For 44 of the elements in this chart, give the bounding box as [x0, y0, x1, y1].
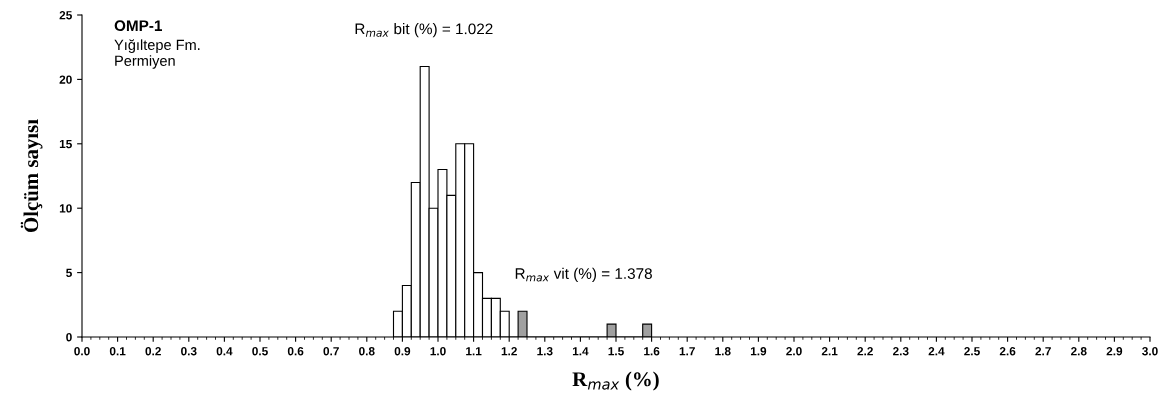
x-tick-label: 2.4: [928, 347, 945, 356]
annotation: OMP-1: [114, 20, 162, 32]
annotation: Permiyen: [115, 55, 175, 69]
y-axis-title: Ölçüm sayısı: [20, 119, 43, 232]
x-tick-label: 2.2: [857, 347, 873, 356]
x-tick-label: 0.7: [323, 347, 339, 356]
annotation: R$_{max}$ bit (%) = 1.022: [355, 23, 493, 38]
y-tick-label: 15: [59, 139, 72, 149]
x-tick-label: 1.2: [501, 347, 517, 356]
x-tick-label: 2.3: [893, 347, 909, 356]
y-tick-label: 5: [66, 268, 72, 277]
x-tick-label: 0.5: [252, 347, 268, 356]
x-tick-label: 1.5: [608, 347, 624, 356]
x-tick-label: 2.0: [786, 347, 802, 356]
x-tick-label: 1.6: [644, 347, 660, 356]
x-tick-label: 1.1: [466, 347, 482, 356]
annotation: R$_{max}$ vit (%) = 1.378: [515, 267, 652, 282]
x-tick-label: 1.8: [715, 347, 731, 356]
x-tick-label: 1.4: [572, 347, 589, 356]
x-tick-label: 2.1: [821, 347, 838, 356]
x-tick-label: 1.3: [537, 347, 553, 356]
x-tick-label: 0.9: [394, 347, 411, 356]
annotation: Yığıltepe Fm.: [114, 39, 200, 53]
y-tick-label: 10: [59, 204, 72, 213]
x-tick-label: 0.2: [145, 347, 161, 356]
x-tick-label: 2.7: [1035, 347, 1051, 356]
x-tick-label: 2.5: [964, 347, 980, 356]
x-tick-label: 1.9: [750, 347, 767, 356]
x-tick-label: 1.7: [679, 347, 695, 356]
x-tick-label: 2.6: [999, 347, 1016, 356]
y-tick-label: 20: [59, 75, 72, 84]
x-tick-label: 0.6: [287, 347, 304, 356]
x-tick-label: 0.0: [74, 347, 90, 356]
x-axis-title: R$_{max}$ (%): [572, 371, 659, 391]
x-tick-label: 1.0: [430, 347, 446, 356]
x-tick-label: 0.1: [109, 347, 126, 356]
y-tick-label: 0: [66, 333, 72, 342]
x-tick-label: 2.8: [1071, 347, 1087, 356]
x-tick-label: 0.3: [181, 347, 197, 356]
y-tick-label: 25: [59, 11, 72, 20]
x-tick-label: 3.0: [1142, 347, 1158, 356]
x-tick-label: 0.8: [359, 347, 375, 356]
x-tick-label: 0.4: [216, 347, 233, 356]
x-tick-label: 2.9: [1106, 347, 1123, 356]
